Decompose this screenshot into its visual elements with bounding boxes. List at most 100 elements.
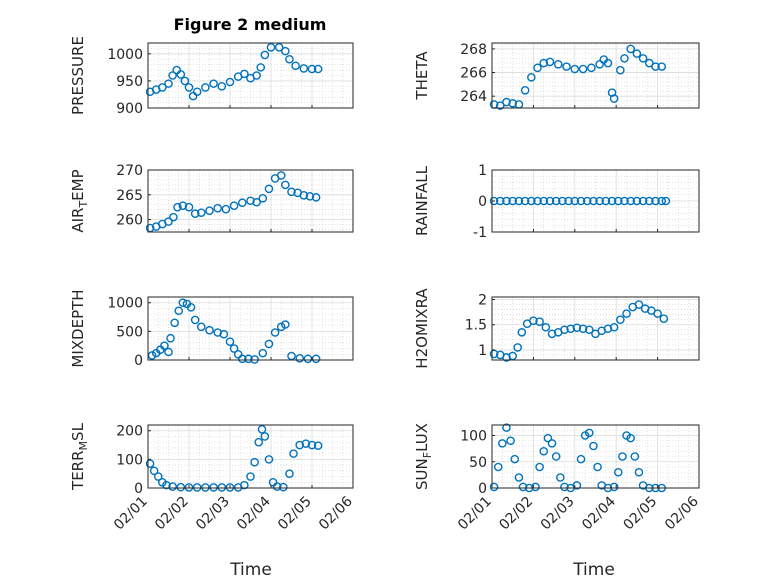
plot-area xyxy=(492,297,699,360)
data-point xyxy=(578,324,588,334)
data-point xyxy=(584,325,594,335)
data-point xyxy=(609,94,619,103)
data-point xyxy=(295,353,305,363)
data-point xyxy=(502,97,511,107)
data-point xyxy=(295,440,305,450)
y-tick-label: 1000 xyxy=(107,296,143,312)
y-tick-label: 0 xyxy=(478,194,487,210)
data-point xyxy=(535,317,544,326)
data-point xyxy=(517,327,527,337)
data-point xyxy=(603,324,613,334)
data-point xyxy=(498,439,507,448)
data-point xyxy=(264,339,274,349)
data-point xyxy=(260,432,270,441)
data-point xyxy=(313,64,323,74)
data-point xyxy=(274,43,284,52)
data-point xyxy=(576,454,586,464)
data-point xyxy=(545,196,555,206)
data-point xyxy=(547,329,557,339)
data-point xyxy=(289,449,298,458)
data-point xyxy=(645,196,654,206)
data-point xyxy=(264,184,274,194)
data-point xyxy=(618,452,627,461)
data-point xyxy=(164,347,173,357)
ylabel-subscript: F xyxy=(421,452,434,458)
data-point xyxy=(205,325,214,335)
data-point xyxy=(305,191,315,201)
data-point xyxy=(240,69,249,79)
data-point xyxy=(514,473,524,482)
figure-title: Figure 2 medium xyxy=(174,15,327,34)
data-point xyxy=(244,354,253,364)
data-point xyxy=(173,202,182,212)
data-point xyxy=(551,196,561,206)
data-point xyxy=(545,57,555,67)
data-point xyxy=(495,196,505,206)
data-point xyxy=(495,101,505,110)
data-point xyxy=(502,423,511,432)
ylabel-part: LUX xyxy=(413,423,431,452)
data-point xyxy=(229,344,239,353)
data-point xyxy=(607,196,617,206)
x-tick-label: 02/02 xyxy=(496,494,536,534)
x-axis-label-left: Time xyxy=(229,560,272,580)
data-point xyxy=(527,196,536,206)
data-point xyxy=(237,354,247,364)
x-tick-label: 02/06 xyxy=(662,493,702,533)
ylabel-part: SL xyxy=(69,422,87,441)
ylabel-subscript: T xyxy=(77,201,90,209)
data-point xyxy=(217,483,227,492)
data-point xyxy=(556,473,565,482)
data-point xyxy=(287,187,296,197)
data-point xyxy=(178,201,188,211)
x-tick-label: 02/04 xyxy=(579,493,619,533)
data-point xyxy=(638,196,648,206)
axes-box xyxy=(491,424,700,489)
axes-box xyxy=(147,296,354,361)
x-tick-label: 02/03 xyxy=(538,494,578,534)
data-point xyxy=(229,201,239,211)
data-point xyxy=(276,171,286,180)
data-point xyxy=(205,206,214,215)
data-point xyxy=(539,196,549,206)
ylabel-part: AIR xyxy=(69,208,87,233)
y-tick-label: 2 xyxy=(478,293,487,309)
subplot-2: 264 266 268 THETA xyxy=(413,42,700,110)
x-tick-label: 02/01 xyxy=(455,494,495,534)
data-point xyxy=(281,180,290,190)
data-point xyxy=(252,197,261,207)
data-point xyxy=(192,87,202,97)
data-point xyxy=(176,70,186,79)
y-tick-label: 1.5 xyxy=(465,318,487,334)
data-point xyxy=(626,433,635,443)
data-point xyxy=(518,482,528,492)
y-tick-label: 270 xyxy=(116,163,143,179)
data-point xyxy=(174,306,184,316)
data-point xyxy=(192,483,202,492)
data-point xyxy=(632,49,642,58)
y-tick-label: 950 xyxy=(116,74,143,90)
data-point xyxy=(257,424,267,434)
subplot-6: 1 1.5 2 H2OMIXRA xyxy=(413,288,700,369)
x-axis-label-right: Time xyxy=(572,560,615,580)
y-tick-label: 200 xyxy=(116,424,143,440)
data-point xyxy=(301,439,311,448)
data-point xyxy=(145,459,155,468)
data-point xyxy=(264,455,274,464)
y-axis-label: THETA xyxy=(413,51,431,101)
data-point xyxy=(595,196,604,206)
data-point xyxy=(184,202,194,212)
data-point xyxy=(213,203,222,213)
data-point xyxy=(164,217,173,226)
data-point xyxy=(527,72,536,82)
data-point xyxy=(533,63,542,73)
data-point xyxy=(196,208,206,217)
data-point xyxy=(634,300,644,309)
x-tick-label: 02/01 xyxy=(111,494,151,534)
ylabel-part: TERR xyxy=(69,450,87,491)
y-tick-label: 0 xyxy=(134,481,143,497)
data-point xyxy=(164,79,173,88)
axes-box xyxy=(147,169,354,233)
data-point xyxy=(221,204,231,214)
data-point xyxy=(584,428,594,438)
